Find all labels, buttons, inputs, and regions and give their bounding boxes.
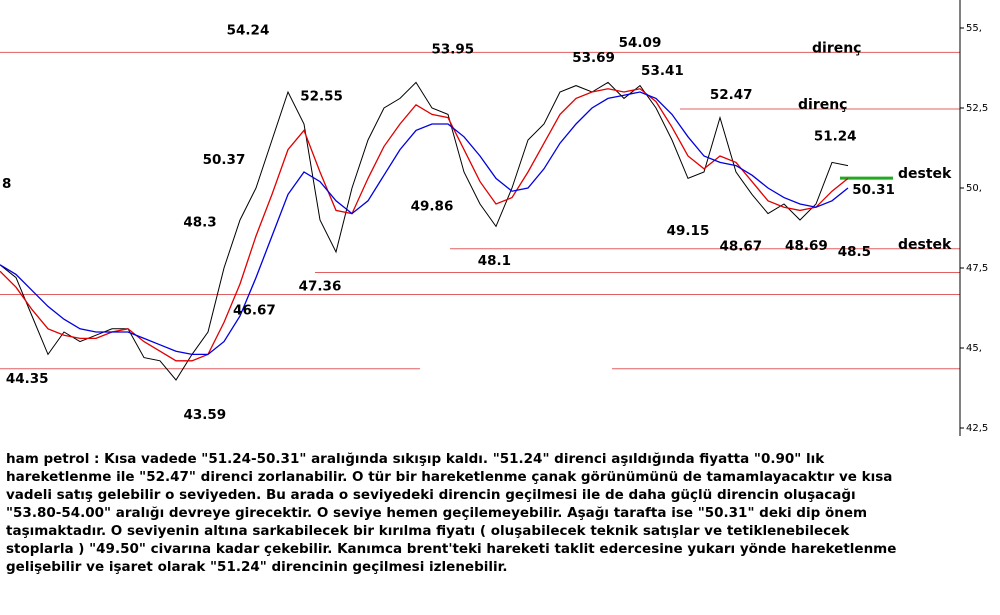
- price-label: 48.3: [183, 214, 216, 230]
- price-label: 48.5: [838, 244, 871, 260]
- commentary-line: ham petrol : Kısa vadede "51.24-50.31" a…: [6, 451, 825, 467]
- y-tick-label: 52,5: [966, 103, 988, 114]
- price-label: 48.67: [719, 239, 762, 255]
- price-label: 49.86: [411, 198, 454, 214]
- chart: 8 direnç direnç destek destek 42,5 45, 47,5 50,…: [0, 0, 988, 436]
- y-tick-label: 45,: [966, 343, 982, 354]
- price-label: 48.1: [478, 253, 511, 269]
- commentary-line: "53.80-54.00" aralığı devreye girecektir…: [6, 505, 868, 521]
- price-label: 44.35: [6, 371, 49, 387]
- price-label: 49.15: [667, 223, 710, 239]
- y-tick-label: 47,5: [966, 263, 988, 274]
- commentary-line: taşımaktadır. O seviyenin altına sarkabi…: [6, 523, 850, 539]
- price-label: 50.37: [203, 152, 246, 168]
- price-label: 46.67: [233, 303, 276, 319]
- cropped-label: 8: [2, 176, 11, 192]
- price-label: 53.95: [431, 42, 474, 58]
- price-label: 43.59: [183, 407, 226, 423]
- y-tick-label: 42,5: [966, 423, 988, 434]
- commentary-line: stoplarla ) "49.50" civarına kadar çekeb…: [6, 541, 897, 557]
- y-tick-label: 55,: [966, 23, 982, 34]
- y-tick-label: 50,: [966, 183, 982, 194]
- commentary-line: gelişebilir ve işaret olarak "51.24" dir…: [6, 559, 508, 575]
- price-label: 52.55: [300, 88, 343, 104]
- level-label: destek: [898, 237, 952, 253]
- commentary: ham petrol : Kısa vadede "51.24-50.31" a…: [6, 450, 996, 576]
- commentary-line: vadeli satış gelebilir o seviyeden. Bu a…: [6, 487, 856, 503]
- commentary-line: hareketlenme ile "52.47" direnci zorlana…: [6, 469, 893, 485]
- price-line: [0, 91, 849, 356]
- price-label: 53.69: [572, 50, 615, 66]
- level-label: direnç: [812, 40, 862, 56]
- price-line: [0, 88, 849, 362]
- price-label: 52.47: [710, 87, 753, 103]
- price-label: 54.09: [619, 35, 662, 51]
- price-label: 47.36: [299, 278, 342, 294]
- price-label: 51.24: [814, 128, 857, 144]
- price-label: 50.31: [852, 182, 895, 198]
- price-label: 54.24: [227, 22, 270, 38]
- level-label: direnç: [798, 97, 848, 113]
- price-line: [0, 81, 849, 381]
- price-label: 53.41: [641, 63, 684, 79]
- level-label: destek: [898, 166, 952, 182]
- price-label: 48.69: [785, 238, 828, 254]
